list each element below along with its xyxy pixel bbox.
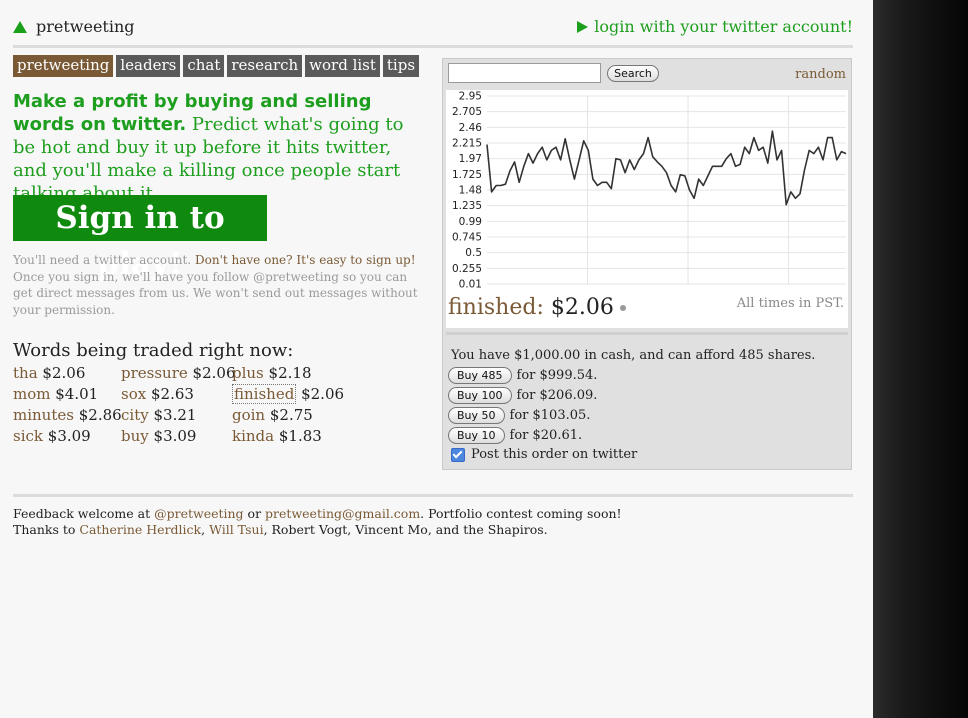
traded-word[interactable]: sick $3.09 (13, 427, 91, 445)
tab-chat[interactable]: chat (183, 55, 225, 77)
buy-485-button[interactable]: Buy 485 (448, 367, 512, 384)
buy-100-button[interactable]: Buy 100 (448, 387, 512, 404)
traded-words-heading: Words being traded right now: (13, 340, 294, 361)
price-chart-svg: 2.95 2.705 2.46 2.215 1.97 1.725 1.48 1.235 0.99… (452, 91, 847, 291)
email-link[interactable]: pretweeting@gmail.com (265, 506, 421, 521)
page: pretweeting login with your twitter acco… (0, 0, 873, 718)
traded-word[interactable]: buy $3.09 (121, 427, 197, 445)
nav-tabs: pretweeting leaders chat research word l… (13, 55, 420, 77)
buy-option-row: Buy 485 for $999.54. (448, 367, 597, 384)
y-tick-label: 2.46 (459, 122, 483, 134)
traded-word[interactable]: kinda $1.83 (232, 427, 322, 445)
tab-tips[interactable]: tips (382, 55, 420, 77)
header-divider (13, 45, 853, 48)
window-edge-shadow (873, 0, 968, 718)
post-order-row: Post this order on twitter (451, 447, 637, 462)
site-header: pretweeting login with your twitter acco… (13, 17, 853, 41)
signup-link[interactable]: Don't have one? It's easy to sign up! (195, 253, 416, 267)
buy-cost: for $206.09. (516, 388, 598, 403)
traded-word[interactable]: city $3.21 (121, 406, 197, 424)
footer: Feedback welcome at @pretweeting or pret… (13, 506, 622, 538)
triangle-up-icon (13, 20, 27, 33)
y-tick-label: 0.99 (459, 216, 482, 228)
y-tick-label: 0.255 (452, 263, 482, 275)
trading-panel: Search random 2.95 2.705 2.46 2.215 1.97 1.72… (442, 58, 852, 470)
footer-line-1: Feedback welcome at @pretweeting or pret… (13, 506, 622, 521)
traded-word[interactable]: minutes $2.86 (13, 406, 122, 424)
twitter-link[interactable]: @pretweeting (154, 506, 244, 521)
post-order-checkbox[interactable] (451, 447, 465, 462)
signup-note: You'll need a twitter account. Don't hav… (13, 252, 418, 318)
pitch-text: Make a profit by buying and selling word… (13, 90, 423, 205)
cash-summary: You have $1,000.00 in cash, and can affo… (451, 348, 816, 363)
current-price: $2.06 (550, 295, 614, 320)
traded-word-selected[interactable]: finished $2.06 (232, 384, 345, 404)
y-tick-label: 2.215 (452, 138, 482, 150)
traded-word[interactable]: plus $2.18 (232, 364, 312, 382)
tab-research[interactable]: research (227, 55, 303, 77)
site-logo[interactable]: pretweeting (13, 17, 135, 36)
post-order-label: Post this order on twitter (471, 447, 638, 462)
buy-cost: for $999.54. (516, 368, 598, 383)
tab-leaders[interactable]: leaders (116, 55, 181, 77)
traded-word[interactable]: sox $2.63 (121, 385, 194, 403)
buy-box: You have $1,000.00 in cash, and can affo… (446, 332, 848, 467)
traded-word[interactable]: mom $4.01 (13, 385, 99, 403)
footer-divider (13, 494, 853, 497)
y-tick-label: 1.48 (459, 185, 482, 197)
status-dot-icon (619, 305, 626, 311)
credit-link[interactable]: Will Tsui (209, 522, 264, 537)
buy-cost: for $103.05. (509, 408, 591, 423)
tab-word-list[interactable]: word list (305, 55, 380, 77)
tab-pretweeting[interactable]: pretweeting (13, 55, 114, 77)
buy-cost: for $20.61. (509, 428, 583, 443)
buy-option-row: Buy 50 for $103.05. (448, 407, 590, 424)
pitch-headline: Make a profit by buying and selling word… (13, 91, 372, 135)
sign-in-button[interactable]: Sign in to play! (13, 195, 267, 282)
random-link[interactable]: random (795, 67, 846, 82)
buy-option-row: Buy 100 for $206.09. (448, 387, 597, 404)
timezone-note: All times in PST. (736, 296, 844, 311)
login-link[interactable]: login with your twitter account! (577, 17, 853, 36)
play-arrow-icon (577, 20, 589, 33)
y-tick-label: 1.97 (459, 153, 482, 165)
search-button[interactable]: Search (607, 65, 659, 82)
y-tick-label: 0.01 (459, 279, 482, 291)
y-tick-label: 1.725 (452, 169, 482, 181)
price-chart: 2.95 2.705 2.46 2.215 1.97 1.725 1.48 1.235 0.99… (446, 90, 848, 328)
y-tick-label: 0.745 (452, 232, 482, 244)
current-word: finished: (448, 295, 544, 320)
note-requirement: You'll need a twitter account. (13, 253, 192, 267)
buy-option-row: Buy 10 for $20.61. (448, 427, 582, 444)
traded-word[interactable]: pressure $2.06 (121, 364, 236, 382)
current-word-price: finished: $2.06 (448, 295, 626, 320)
site-name: pretweeting (36, 17, 135, 36)
buy-50-button[interactable]: Buy 50 (448, 407, 505, 424)
login-label: login with your twitter account! (594, 17, 853, 36)
note-follow: Once you sign in, we'll have you follow … (13, 269, 418, 317)
buy-10-button[interactable]: Buy 10 (448, 427, 505, 444)
price-series-line (486, 130, 847, 206)
y-tick-label: 2.705 (452, 106, 482, 118)
y-tick-label: 2.95 (459, 91, 482, 103)
y-tick-label: 0.5 (465, 247, 482, 259)
search-input[interactable] (448, 63, 601, 83)
credit-link[interactable]: Catherine Herdlick (79, 522, 202, 537)
y-tick-label: 1.235 (452, 200, 482, 212)
footer-line-2: Thanks to Catherine Herdlick, Will Tsui,… (13, 522, 548, 537)
traded-word[interactable]: tha $2.06 (13, 364, 86, 382)
traded-word[interactable]: goin $2.75 (232, 406, 313, 424)
